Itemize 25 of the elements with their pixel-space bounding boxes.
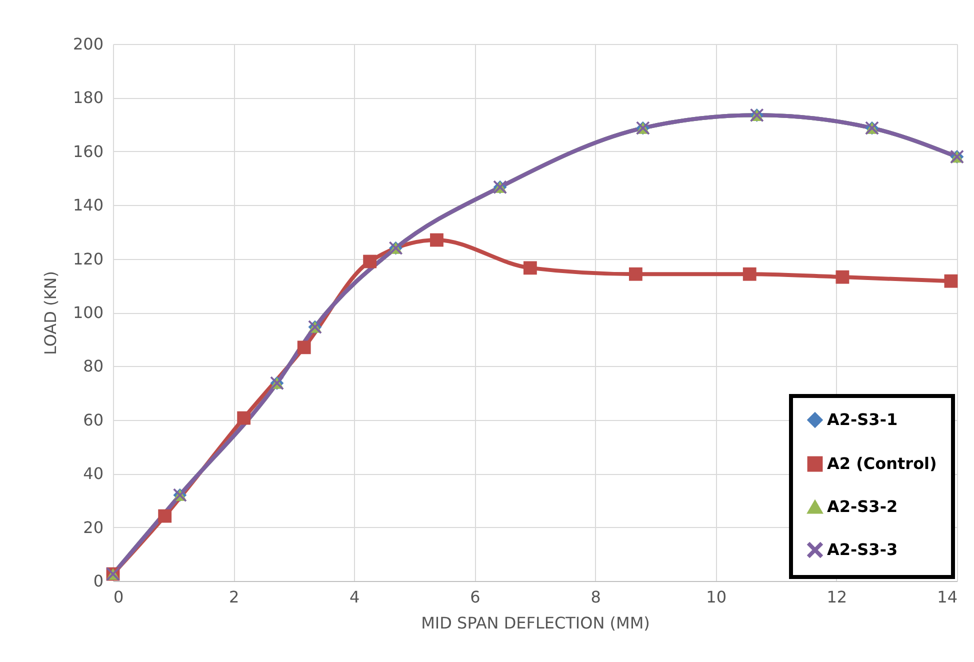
y-axis-title: LOAD (KN) [40,271,60,355]
y-tick-label: 120 [72,249,104,268]
legend-label: A2 (Control) [827,454,937,473]
x-tick-label: 4 [350,588,360,606]
y-tick-label: 60 [83,410,104,430]
y-tick-label: 140 [72,196,104,215]
y-tick-label: 100 [72,303,104,322]
x-tick-label: 8 [590,588,601,606]
x-tick-label: 10 [706,588,727,606]
legend-label: A2-S3-3 [827,540,898,559]
x-tick-label: 2 [228,588,240,606]
x-tick-label: 14 [937,588,958,606]
x-axis-title: MID SPAN DEFLECTION (MM) [421,614,650,632]
y-tick-label: 180 [72,88,104,108]
x-tick-label: 0 [114,588,124,606]
y-tick-label: 80 [83,356,104,376]
y-tick-label: 200 [72,34,104,54]
y-tick-label: 40 [83,464,104,484]
y-tick-label: 160 [72,142,104,161]
y-tick-label: 20 [83,518,104,537]
x-tick-label: 12 [826,588,848,606]
legend-label: A2-S3-2 [827,497,898,516]
y-tick-label: 0 [93,572,104,590]
legend-label: A2-S3-1 [827,410,898,429]
x-tick-label: 6 [470,588,480,606]
